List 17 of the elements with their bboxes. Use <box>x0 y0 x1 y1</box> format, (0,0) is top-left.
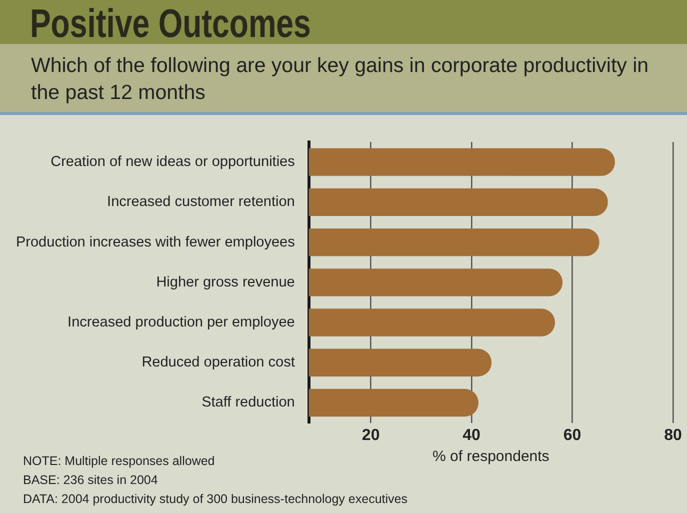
y-tick-label: Increased production per employee <box>68 314 295 331</box>
x-tick-label: 40 <box>462 426 481 444</box>
x-tick-label: 60 <box>563 426 582 444</box>
x-tick-label: 20 <box>362 426 380 444</box>
chart-title: Positive Outcomes <box>30 2 311 47</box>
y-tick-label: Staff reduction <box>202 394 295 411</box>
x-axis-title: % of respondents <box>432 448 550 466</box>
chart-subtitle: Which of the following are your key gains in corporate productivity in the past 12 months <box>31 53 650 106</box>
y-tick-label: Reduced operation cost <box>142 354 295 371</box>
text: BASE: 236 sites in 2004 <box>23 472 159 489</box>
text: NOTE: Multiple responses allowed <box>23 453 216 470</box>
y-tick-label: Production increases with fewer employees <box>16 234 295 250</box>
text: DATA: 2004 productivity study of 300 business-technology executives <box>23 491 408 508</box>
x-tick-label: 80 <box>664 426 682 444</box>
y-tick-label: Higher gross revenue <box>156 274 295 290</box>
y-tick-label: Creation of new ideas or opportunities <box>50 154 295 170</box>
y-tick-label: Increased customer retention <box>107 194 295 210</box>
